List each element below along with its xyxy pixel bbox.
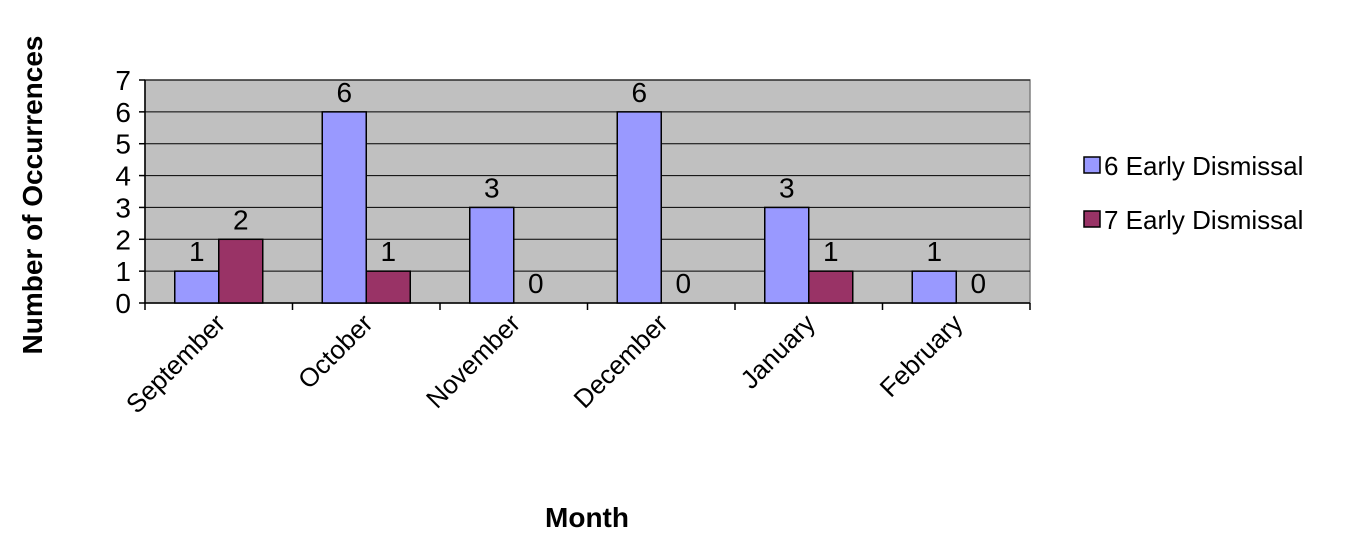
y-tick-label: 2 [115,224,131,255]
legend-box [1343,140,1372,258]
legend-label: 7 Early Dismissal [1104,205,1303,235]
bars [174,111,957,304]
data-label: 1 [189,236,205,267]
data-label: 2 [233,204,249,235]
data-label: 1 [926,236,942,267]
y-tick-label: 0 [115,288,131,319]
bar [218,238,264,304]
plot-background [144,79,1031,304]
x-tick-label: December [567,308,673,414]
legend-label: 6 Early Dismissal [1104,151,1303,181]
plot-area [144,79,1031,304]
bar [911,270,957,304]
data-label: 0 [528,268,544,299]
y-tick-label: 7 [115,65,131,96]
legend-swatch [1083,156,1101,174]
x-tick-label: October [292,308,379,395]
y-axis-title: Number of Occurrences [17,36,48,355]
data-label: 6 [336,77,352,108]
data-label: 3 [484,172,500,203]
bar [808,270,854,304]
bar [469,206,515,304]
bar [174,270,220,304]
bar [365,270,411,304]
y-tick-label: 1 [115,256,131,287]
data-label: 0 [675,268,691,299]
y-tick-label: 6 [115,97,131,128]
data-label: 3 [779,172,795,203]
bar [616,111,662,304]
y-tick-label: 5 [115,129,131,160]
data-label: 1 [380,236,396,267]
legend-swatch [1083,210,1101,228]
bar [764,206,810,304]
data-label: 0 [970,268,986,299]
x-tick-label: February [874,308,969,403]
y-tick-label: 4 [115,161,131,192]
data-label: 6 [631,77,647,108]
bar [321,111,367,304]
x-axis-title: Month [545,502,629,533]
x-tick-label: January [734,308,821,395]
x-tick-label: September [120,308,231,419]
x-tick-label: November [420,308,526,414]
y-tick-label: 3 [115,192,131,223]
data-label: 1 [823,236,839,267]
legend: 6 Early Dismissal 7 Early Dismissal [1083,140,1372,258]
